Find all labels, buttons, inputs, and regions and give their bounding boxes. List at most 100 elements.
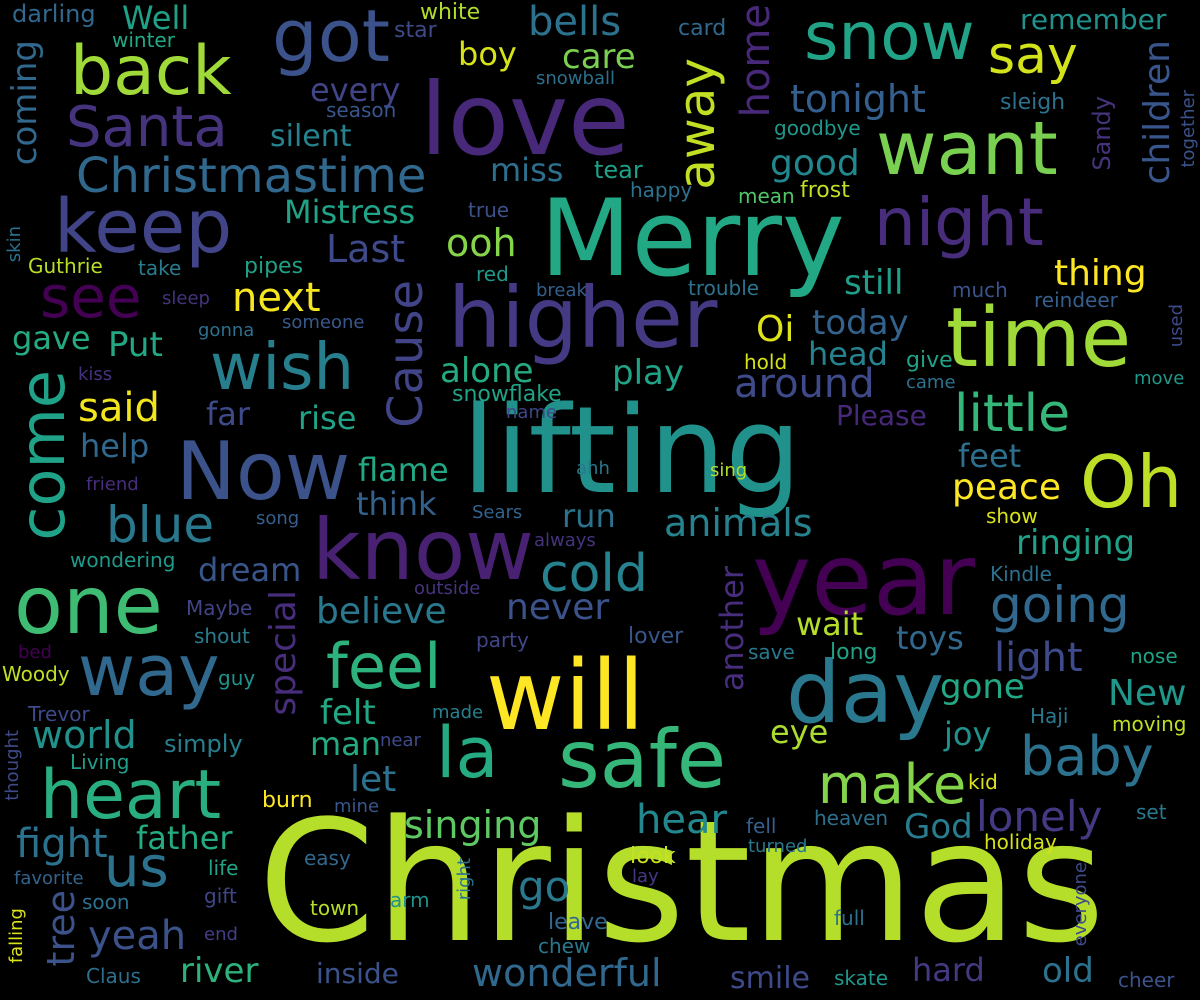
word: gave — [12, 319, 91, 357]
word: feet — [958, 437, 1022, 475]
word: Trevor — [28, 702, 90, 726]
word: give — [906, 348, 953, 373]
word: keep — [54, 184, 233, 270]
word: father — [136, 819, 233, 857]
word: eye — [770, 713, 829, 751]
word: kid — [968, 770, 998, 794]
word: felt — [320, 693, 376, 733]
word: world — [32, 713, 137, 757]
word: peace — [952, 467, 1062, 508]
word: everyone — [1070, 862, 1091, 947]
word: leave — [548, 910, 608, 935]
word: life — [208, 856, 239, 880]
word: higher — [448, 269, 718, 367]
word: Living — [70, 750, 130, 774]
word: alone — [440, 351, 534, 391]
word: believe — [316, 591, 447, 632]
word: holiday — [984, 830, 1057, 854]
word: star — [394, 18, 437, 43]
word: thing — [1054, 253, 1147, 294]
word: think — [356, 485, 437, 523]
word: Oi — [756, 309, 795, 350]
word: time — [946, 291, 1132, 386]
word: true — [468, 198, 510, 222]
word: lonely — [976, 792, 1103, 841]
word: Oh — [1080, 440, 1183, 524]
word: special — [263, 590, 304, 716]
word: smile — [730, 961, 810, 996]
word: tear — [594, 156, 643, 184]
word: darling — [12, 0, 96, 28]
word: baby — [1020, 725, 1154, 788]
word: silent — [270, 119, 352, 154]
word: song — [256, 508, 300, 529]
word: season — [326, 98, 397, 122]
word: goodbye — [774, 116, 861, 140]
word: reindeer — [1034, 288, 1118, 312]
word: friend — [86, 474, 139, 495]
word: falling — [6, 908, 27, 964]
word: right — [454, 858, 475, 901]
word: soon — [82, 890, 130, 914]
word: red — [476, 262, 509, 286]
word: coming — [5, 40, 45, 166]
word: happy — [630, 178, 693, 202]
word: help — [80, 427, 150, 465]
word: white — [420, 0, 481, 25]
word: toys — [896, 619, 964, 657]
word: way — [78, 630, 220, 712]
word: let — [350, 759, 397, 800]
word: said — [78, 385, 160, 431]
word: set — [1136, 800, 1167, 824]
word: cold — [540, 544, 648, 604]
word: bells — [528, 0, 622, 45]
word: Mistress — [284, 193, 416, 231]
word: wondering — [70, 548, 176, 572]
word: blue — [106, 496, 215, 554]
word: Well — [122, 0, 190, 37]
word: head — [808, 335, 888, 373]
word: Last — [326, 227, 406, 271]
word: night — [874, 184, 1044, 261]
word: la — [436, 712, 499, 794]
word: kiss — [78, 364, 113, 385]
word: full — [834, 906, 865, 930]
word: lifting — [462, 382, 802, 521]
word: someone — [282, 312, 365, 333]
word: favorite — [14, 868, 84, 889]
word: near — [380, 730, 421, 751]
word: make — [818, 753, 967, 816]
word: dream — [198, 551, 302, 589]
word: wish — [210, 331, 355, 405]
word: God — [904, 807, 973, 847]
word: know — [312, 501, 534, 599]
word: outside — [414, 578, 481, 599]
word: Please — [836, 399, 927, 432]
word: good — [770, 143, 860, 184]
word: children — [1137, 40, 1178, 185]
word: next — [232, 275, 321, 321]
word: joy — [944, 715, 992, 753]
word: winter — [112, 28, 175, 52]
word: skin — [4, 226, 25, 263]
word: lover — [628, 624, 684, 649]
word: much — [952, 278, 1008, 302]
word: together — [1178, 90, 1199, 168]
word: little — [954, 384, 1071, 444]
word: safe — [558, 713, 727, 806]
word: never — [506, 587, 610, 628]
word: Guthrie — [28, 254, 103, 278]
word: flame — [358, 451, 449, 489]
word: skate — [834, 966, 889, 990]
word: lay — [632, 866, 659, 887]
word: want — [876, 106, 1058, 192]
word: heaven — [814, 806, 889, 830]
word: Cause — [378, 280, 434, 428]
word: ooh — [446, 221, 517, 265]
word: fell — [746, 814, 777, 838]
word: hear — [636, 797, 727, 843]
word: bed — [18, 642, 52, 663]
word: Santa — [66, 95, 228, 160]
word: cheer — [1118, 968, 1175, 992]
